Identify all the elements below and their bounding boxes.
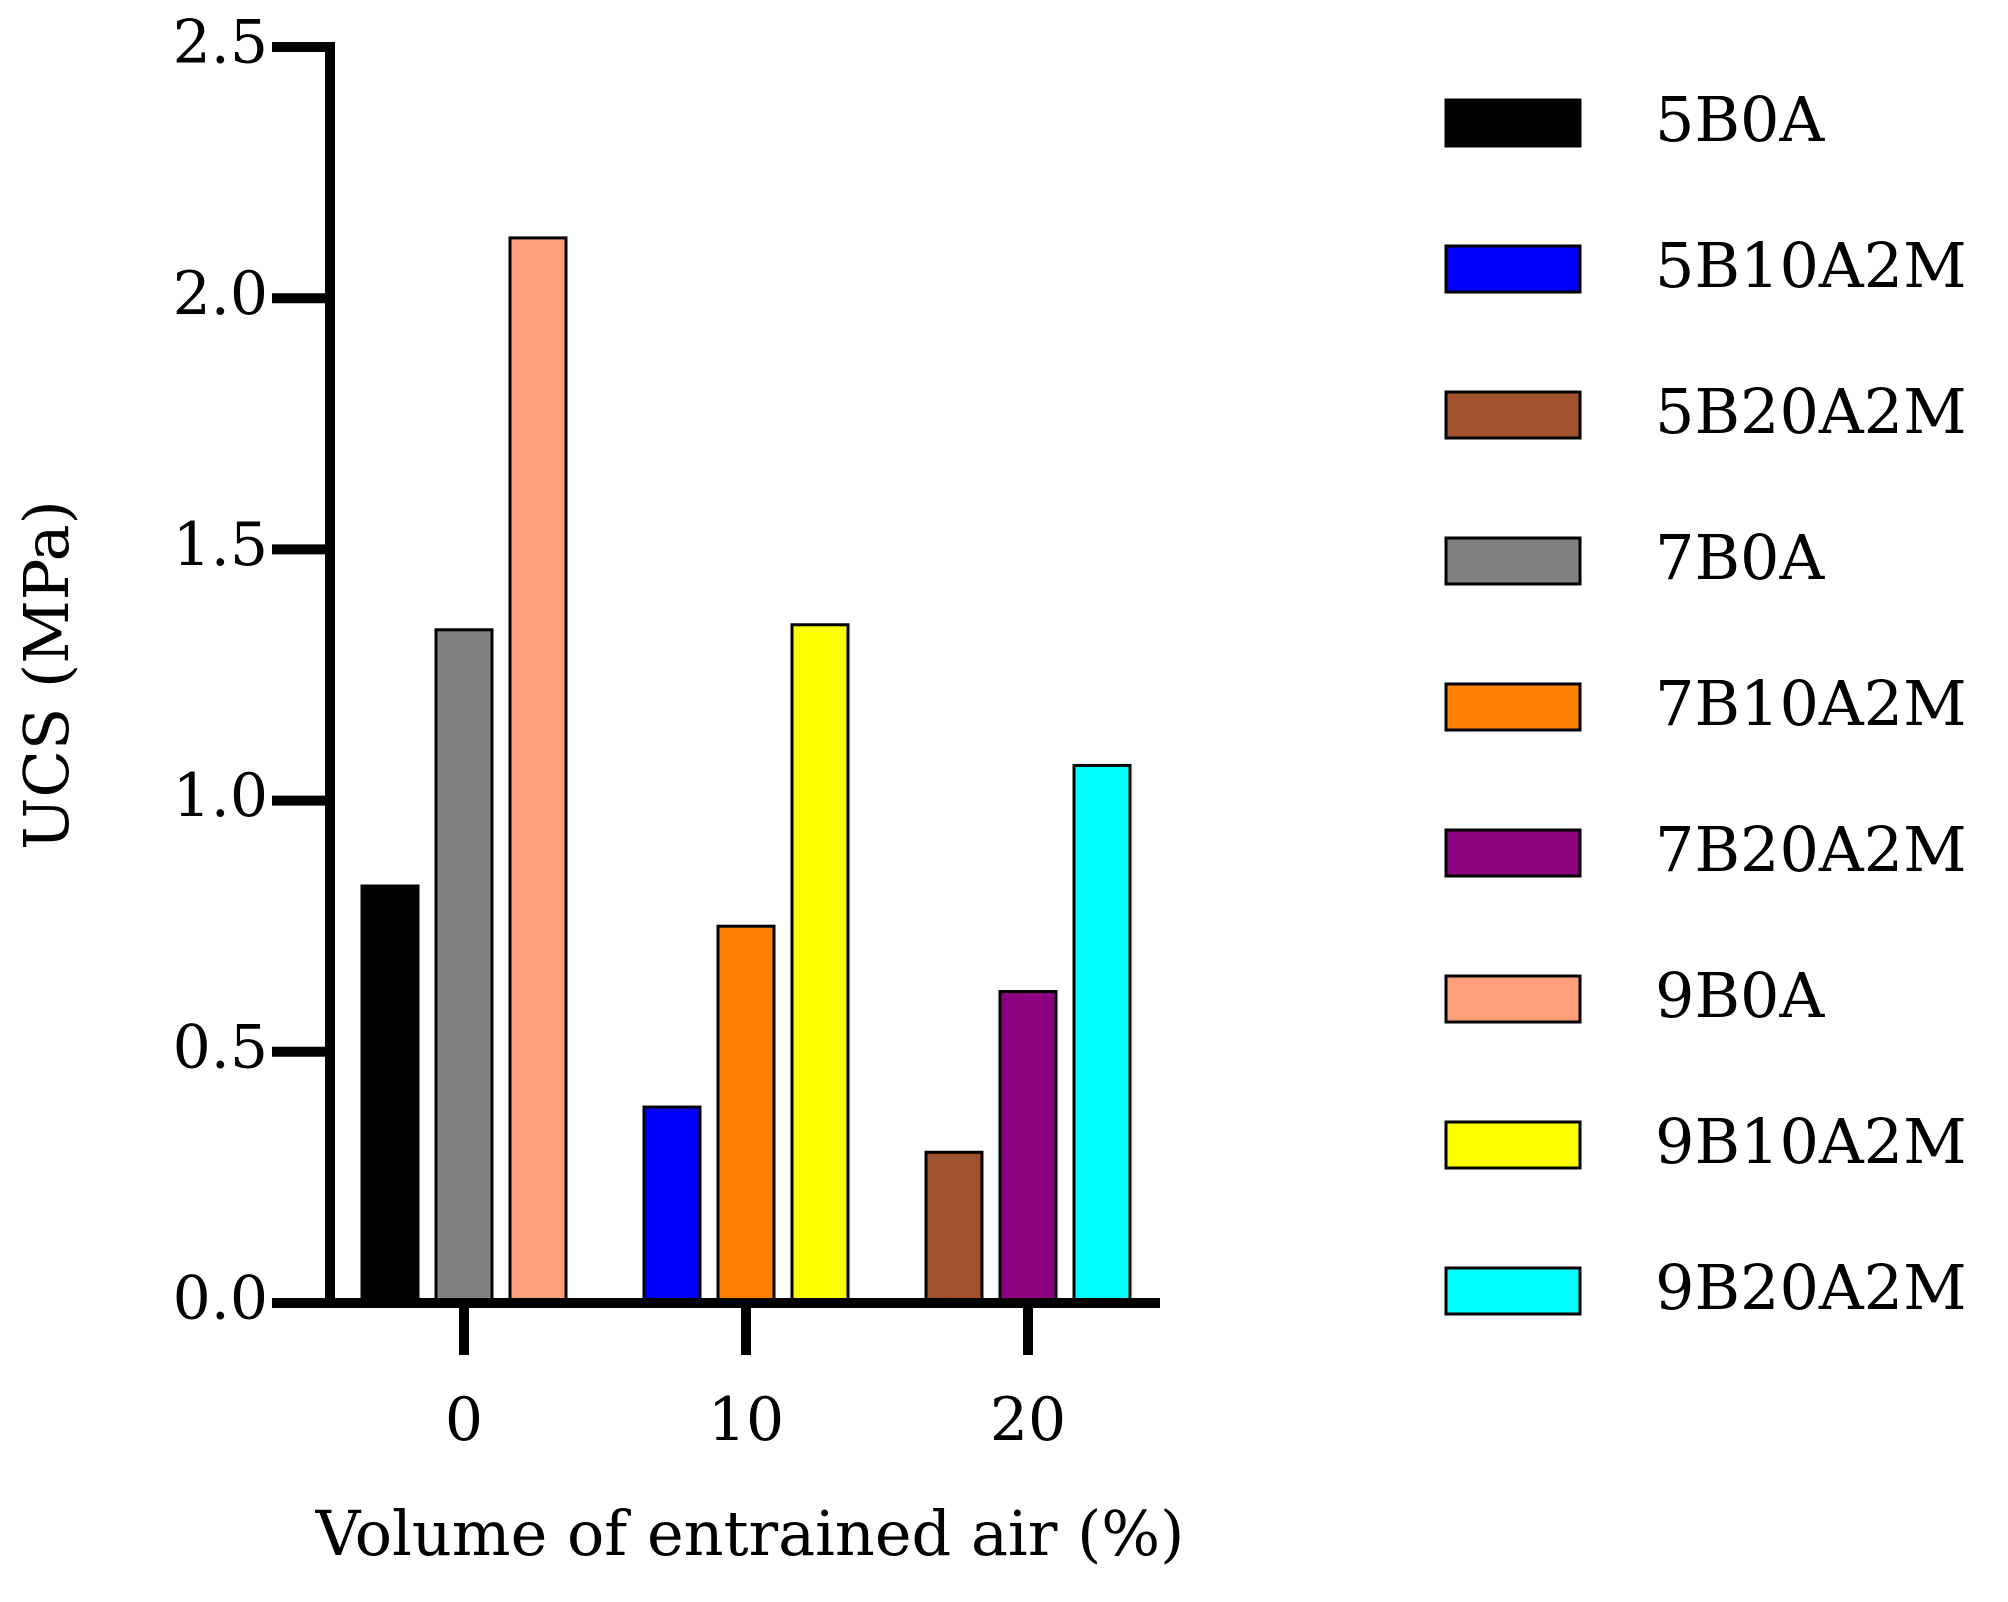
- y-tick-label: 2.5: [173, 8, 268, 78]
- x-ticks: 0 10 20: [445, 1303, 1066, 1455]
- bar-7B10A2M: [716, 924, 776, 1305]
- y-tick-label: 2.0: [173, 259, 268, 329]
- legend-swatch-7B0A: [1444, 536, 1582, 586]
- legend-swatch-5B20A2M: [1444, 390, 1582, 440]
- y-axis-title: UCS (MPa): [10, 500, 83, 850]
- y-ticks: 0.0 0.5 1.0 1.5 2.0 2.5: [173, 8, 330, 1334]
- bar-7B0A: [434, 628, 494, 1305]
- x-tick-label: 10: [708, 1385, 784, 1455]
- y-tick-label: 1.0: [173, 761, 268, 831]
- legend-label-7B10A2M: 7B10A2M: [1655, 667, 1967, 740]
- bar-5B10A2M: [642, 1105, 702, 1305]
- bars-layer: [360, 236, 1132, 1305]
- bar-5B20A2M: [924, 1150, 984, 1305]
- bar-7B20A2M: [998, 990, 1058, 1305]
- legend: 5B0A 5B10A2M 5B20A2M 7B0A 7B10A2M 7B20A2M 9B0A…: [1444, 83, 1967, 1324]
- x-tick-label: 20: [990, 1385, 1066, 1455]
- bar-5B0A: [360, 884, 420, 1305]
- legend-swatch-5B0A: [1444, 98, 1582, 148]
- x-axis-title: Volume of entrained air (%): [315, 1497, 1185, 1570]
- legend-swatch-9B0A: [1444, 974, 1582, 1024]
- y-tick-label: 1.5: [173, 510, 268, 580]
- legend-label-7B20A2M: 7B20A2M: [1655, 813, 1967, 886]
- legend-label-9B10A2M: 9B10A2M: [1655, 1105, 1967, 1178]
- legend-label-5B0A: 5B0A: [1655, 83, 1825, 156]
- legend-swatch-7B20A2M: [1444, 828, 1582, 878]
- legend-label-9B20A2M: 9B20A2M: [1655, 1251, 1967, 1324]
- legend-label-5B20A2M: 5B20A2M: [1655, 375, 1967, 448]
- y-tick-label: 0.5: [173, 1012, 268, 1082]
- x-tick-label: 0: [445, 1385, 483, 1455]
- bar-9B0A: [508, 236, 568, 1305]
- legend-label-9B0A: 9B0A: [1655, 959, 1825, 1032]
- legend-label-7B0A: 7B0A: [1655, 521, 1825, 594]
- bar-9B10A2M: [790, 623, 850, 1305]
- legend-swatch-7B10A2M: [1444, 682, 1582, 732]
- bar-9B20A2M: [1072, 763, 1132, 1305]
- y-tick-label: 0.0: [173, 1264, 268, 1334]
- legend-swatch-5B10A2M: [1444, 244, 1582, 294]
- legend-swatch-9B20A2M: [1444, 1266, 1582, 1316]
- legend-swatch-9B10A2M: [1444, 1120, 1582, 1170]
- legend-label-5B10A2M: 5B10A2M: [1655, 229, 1967, 302]
